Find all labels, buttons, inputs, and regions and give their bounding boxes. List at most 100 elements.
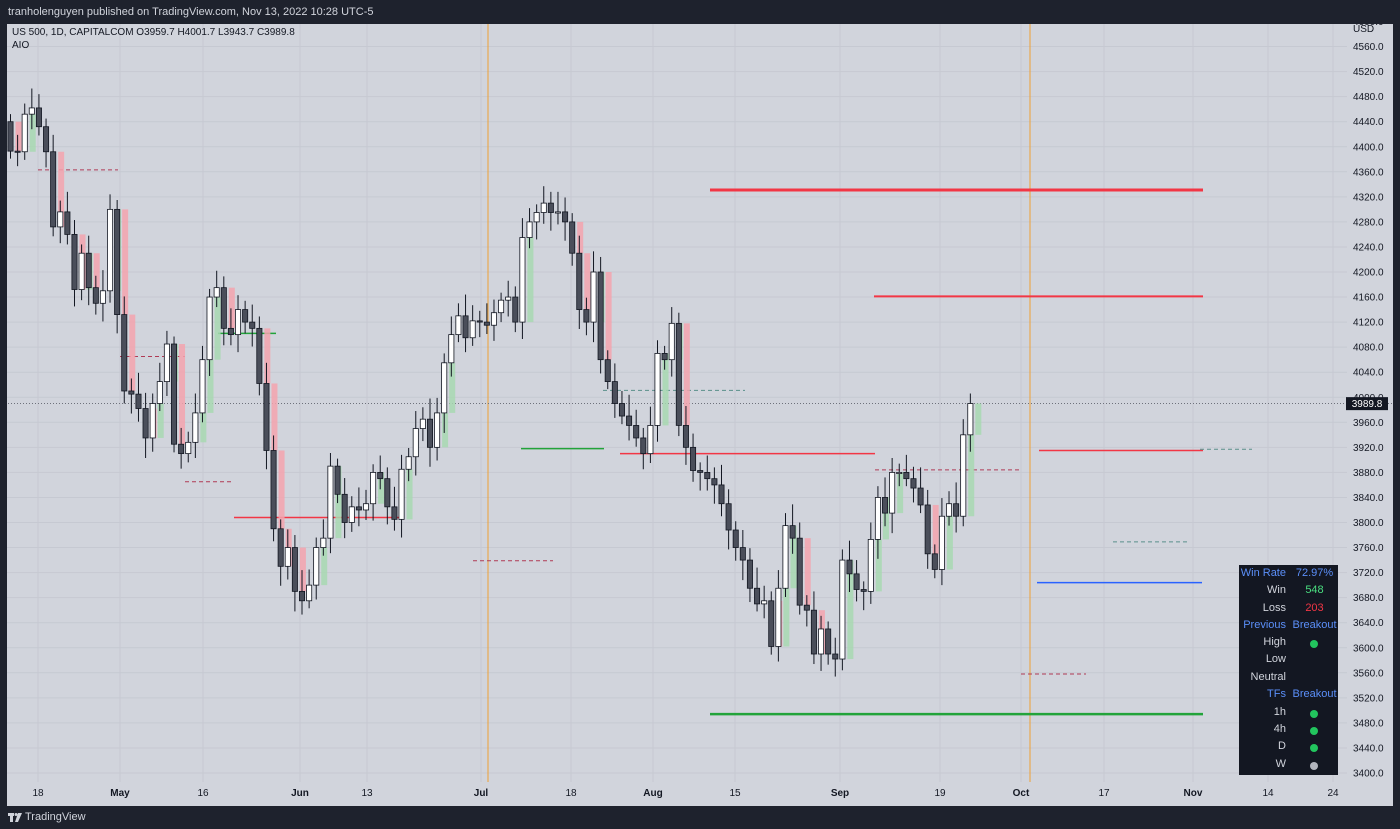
price-chart[interactable]: USD4600.0 4560.0 4520.0 4480.0 4440.0 4400.0 4… [7,17,1393,806]
candle-body [697,470,704,473]
candle-body [576,252,583,310]
price-tick-label: 4440.0 [1353,117,1384,128]
candle [299,570,306,615]
price-axis[interactable]: USD4600.0 4560.0 4520.0 4480.0 4440.0 4400.0 4… [1353,17,1384,780]
candle [263,362,278,470]
candle-body [839,559,846,660]
price-tick-label: 3880.0 [1353,468,1384,479]
candle-body [149,403,156,439]
neutral-label: Neutral [1250,671,1286,683]
candle [825,621,832,665]
candle [64,191,71,245]
price-tick-label: 3640.0 [1353,618,1384,629]
price-tick-label: 4280.0 [1353,217,1384,228]
candle-body [853,573,860,590]
candle-body [867,539,874,592]
candle [910,466,917,503]
candle-body [860,589,867,592]
imbalance-box [584,253,591,310]
imbalance-box [577,221,584,254]
candle [213,270,220,308]
candle-body [562,211,569,223]
time-tick-label: Oct [1013,788,1030,799]
candle [746,548,753,603]
chart-area[interactable]: USD4600.0 4560.0 4520.0 4480.0 4440.0 4400.0 4… [7,17,1393,806]
candle [448,316,455,377]
price-tick-label: 4240.0 [1353,242,1384,253]
candle-body [142,408,149,439]
candle [348,496,355,532]
candle-body [220,287,227,329]
candle [967,393,982,452]
candle [690,433,697,482]
legend: US 500, 1D, CAPITALCOM O3959.7 H4001.7 L… [12,26,295,52]
tf-4h-dot [1310,727,1318,735]
candle [50,134,65,237]
imbalance-box [15,121,22,152]
candle-body [903,471,910,480]
candle-body [71,234,78,290]
candle-body [21,113,28,153]
candle-body [526,221,533,238]
candle [199,345,214,423]
candle-body [682,425,689,448]
candle-body [348,506,355,523]
candle-body [746,559,753,589]
imbalance-box [449,362,456,413]
candle [789,504,796,554]
candle [569,213,584,266]
imbalance-box [58,151,65,227]
imbalance-box [200,412,207,443]
candle-body [846,559,853,575]
candle [206,288,221,376]
candle-body [675,322,682,426]
candle-body [611,381,618,404]
candle [320,519,327,556]
time-axis[interactable]: 18 May 16 Jun 13 Jul 18 Aug 15 Sep 19 Oct 17 Nov 14 24 [32,788,1339,799]
candle-body [803,604,810,611]
candle [917,467,924,514]
candle-body [519,237,526,323]
candle-body [668,322,675,361]
candle [519,218,534,340]
imbalance-box [875,539,882,592]
imbalance-box [378,472,385,504]
candle [434,397,449,461]
candle-body [832,653,839,660]
candle [924,489,939,569]
candle-body [78,252,85,290]
candle-body [690,446,697,471]
candle-body [654,353,661,426]
price-tick-label: 4320.0 [1353,192,1384,203]
candle [114,199,129,334]
price-tick-label: 4080.0 [1353,343,1384,354]
candle [611,363,618,418]
candle [711,467,718,504]
candle-body [533,212,540,223]
candle-body [284,547,291,567]
tf-1h-label: 1h [1273,706,1286,718]
candle [334,458,341,504]
candle-body [291,547,298,592]
candle-body [946,503,953,517]
time-tick-label: 16 [197,788,209,799]
session-markers [487,24,1031,782]
candle-body [647,425,654,455]
candle-body [99,290,106,304]
candle-body [227,327,234,336]
candle [270,435,285,542]
price-tick-label: 3760.0 [1353,543,1384,554]
win-value: 548 [1305,584,1324,596]
time-tick-label: Sep [831,788,849,799]
candle [291,535,306,612]
imbalance-box [122,209,129,315]
candle [398,454,413,538]
footer-bar: TradingView [0,806,1400,829]
candle-body [590,271,597,323]
stats-row-previous: Previous Breakout [1239,619,1338,636]
candle-body [768,600,775,647]
candle [498,292,505,323]
candle-body [782,525,789,589]
time-tick-label: 24 [1327,788,1339,799]
loss-value: 203 [1305,602,1324,614]
